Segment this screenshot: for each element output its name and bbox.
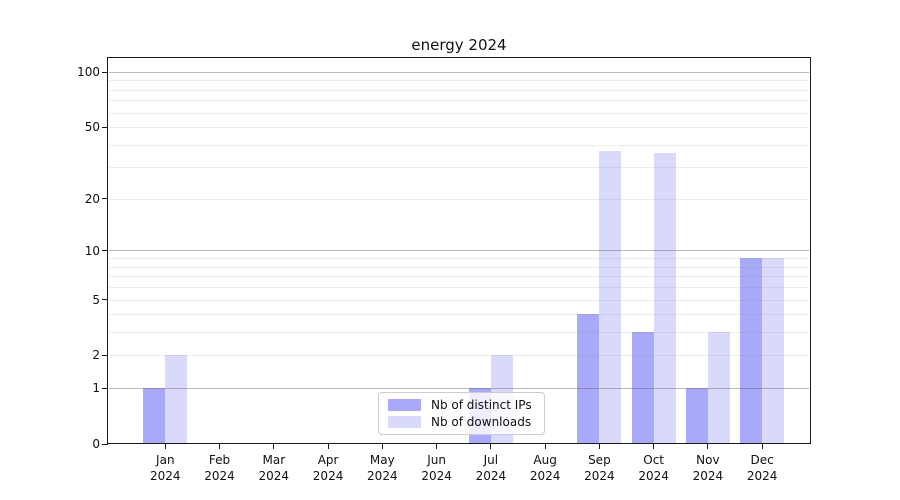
x-tick-label: Jan 2024 bbox=[150, 453, 181, 483]
y-tick-mark bbox=[102, 387, 108, 389]
y-gridline-minor bbox=[109, 355, 809, 357]
bar-nb-of-downloads-dec bbox=[762, 258, 785, 443]
legend-item-distinct-ips: Nb of distinct IPs bbox=[388, 398, 535, 412]
x-tick-mark bbox=[164, 443, 166, 449]
y-gridline-minor bbox=[109, 198, 809, 200]
x-tick-label: May 2024 bbox=[367, 453, 398, 483]
chart-title: energy 2024 bbox=[411, 36, 507, 54]
legend-swatch-distinct-ips-icon bbox=[388, 399, 421, 411]
x-tick-label: Feb 2024 bbox=[204, 453, 235, 483]
bar-nb-of-downloads-sep bbox=[599, 150, 622, 443]
y-tick-label: 0 bbox=[92, 437, 100, 451]
bar-nb-of-downloads-nov bbox=[707, 332, 730, 443]
y-tick-label: 20 bbox=[84, 191, 100, 206]
y-gridline-minor bbox=[109, 167, 809, 169]
y-gridline-minor bbox=[109, 287, 809, 289]
bar-nb-of-downloads-oct bbox=[653, 152, 676, 443]
x-tick-mark bbox=[219, 443, 221, 449]
y-tick-label: 2 bbox=[92, 348, 100, 363]
x-tick-label: Nov 2024 bbox=[692, 453, 724, 483]
bar-nb-of-distinct-ips-nov bbox=[685, 388, 708, 443]
x-tick-mark bbox=[598, 443, 600, 449]
y-tick-mark bbox=[102, 354, 108, 356]
y-tick-mark bbox=[102, 250, 108, 252]
legend: Nb of distinct IPs Nb of downloads bbox=[378, 392, 545, 435]
y-tick-mark bbox=[102, 299, 108, 301]
y-tick-mark bbox=[102, 126, 108, 128]
bar-nb-of-distinct-ips-dec bbox=[740, 258, 763, 443]
y-gridline-minor bbox=[109, 144, 809, 146]
legend-item-downloads: Nb of downloads bbox=[388, 415, 535, 429]
x-tick-label: Aug 2024 bbox=[529, 453, 561, 483]
y-tick-label: 1 bbox=[92, 381, 100, 396]
x-tick-label: Dec 2024 bbox=[746, 453, 778, 483]
y-gridline-major bbox=[109, 387, 809, 389]
x-tick-mark bbox=[653, 443, 655, 449]
bar-nb-of-distinct-ips-oct bbox=[631, 332, 654, 443]
legend-label-distinct-ips: Nb of distinct IPs bbox=[431, 398, 532, 412]
y-gridline-minor bbox=[109, 112, 809, 114]
y-tick-label: 5 bbox=[92, 292, 100, 307]
y-gridline-major bbox=[109, 250, 809, 252]
y-tick-mark bbox=[102, 198, 108, 200]
x-tick-mark bbox=[327, 443, 329, 449]
legend-label-downloads: Nb of downloads bbox=[431, 415, 532, 429]
y-gridline-major bbox=[109, 71, 809, 73]
y-gridline-minor bbox=[109, 89, 809, 91]
y-tick-mark bbox=[102, 443, 108, 445]
y-gridline-minor bbox=[109, 266, 809, 268]
x-tick-mark bbox=[490, 443, 492, 449]
y-gridline-minor bbox=[109, 299, 809, 301]
x-tick-mark bbox=[273, 443, 275, 449]
y-tick-label: 100 bbox=[77, 65, 100, 80]
x-tick-mark bbox=[544, 443, 546, 449]
y-gridline-minor bbox=[109, 258, 809, 260]
y-tick-mark bbox=[102, 71, 108, 73]
x-tick-mark bbox=[761, 443, 763, 449]
x-tick-label: Oct 2024 bbox=[638, 453, 669, 483]
x-tick-mark bbox=[707, 443, 709, 449]
x-tick-label: Mar 2024 bbox=[258, 453, 290, 483]
x-tick-label: Sep 2024 bbox=[584, 453, 615, 483]
bar-nb-of-distinct-ips-jan bbox=[143, 388, 166, 443]
y-gridline-minor bbox=[109, 276, 809, 278]
x-tick-mark bbox=[436, 443, 438, 449]
bar-nb-of-downloads-jan bbox=[165, 355, 188, 443]
y-gridline-minor bbox=[109, 332, 809, 334]
bar-nb-of-distinct-ips-sep bbox=[577, 314, 600, 443]
y-gridline-minor bbox=[109, 80, 809, 82]
y-gridline-minor bbox=[109, 314, 809, 316]
x-tick-label: Jul 2024 bbox=[475, 453, 507, 483]
x-tick-label: Jun 2024 bbox=[421, 453, 452, 483]
x-tick-mark bbox=[381, 443, 383, 449]
y-gridline-minor bbox=[109, 100, 809, 102]
x-tick-label: Apr 2024 bbox=[312, 453, 344, 483]
y-tick-label: 10 bbox=[84, 243, 100, 258]
y-gridline-minor bbox=[109, 127, 809, 129]
y-tick-label: 50 bbox=[84, 120, 100, 135]
legend-swatch-downloads-icon bbox=[388, 416, 421, 428]
